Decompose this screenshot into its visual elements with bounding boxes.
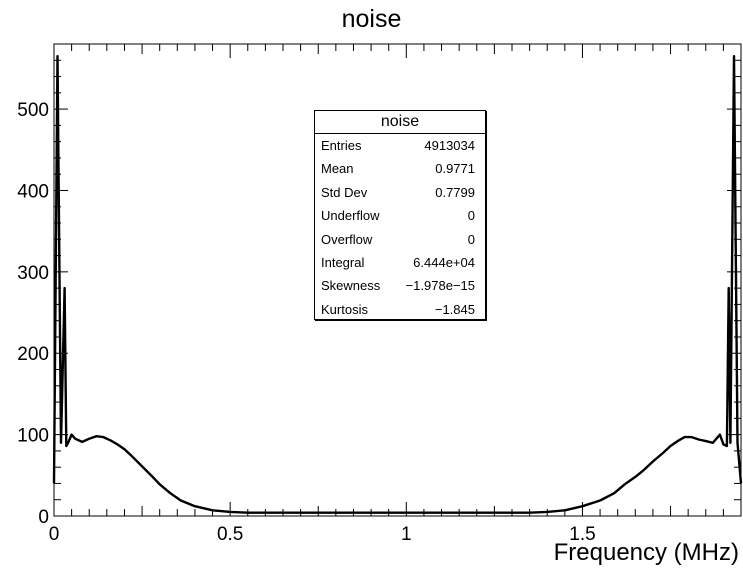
stats-value-mean: 0.9771 <box>435 161 475 177</box>
stats-value-std-dev: 0.7799 <box>435 184 475 200</box>
stats-value-skewness: −1.978e−15 <box>405 278 475 294</box>
stats-row-entries: Entries 4913034 <box>315 134 485 157</box>
y-tick-label: 300 <box>17 263 49 284</box>
stats-value-underflow: 0 <box>467 208 475 224</box>
x-tick-label: 0 <box>49 524 60 545</box>
histogram-line <box>52 55 743 514</box>
x-tick-label: 1 <box>401 524 412 545</box>
stats-value-overflow: 0 <box>467 231 475 247</box>
x-axis-label: Frequency (MHz) <box>553 539 739 566</box>
stats-label-integral: Integral <box>321 254 365 270</box>
stats-label-mean: Mean <box>321 161 354 177</box>
stats-label-kurtosis: Kurtosis <box>321 301 368 317</box>
stats-row-kurtosis: Kurtosis −1.845 <box>315 298 485 321</box>
y-tick-label: 200 <box>17 344 49 365</box>
stats-label-entries: Entries <box>321 138 362 153</box>
x-tick-label: 0.5 <box>217 524 243 545</box>
stats-label-overflow: Overflow <box>321 231 373 247</box>
stats-row-std-dev: Std Dev 0.7799 <box>315 181 485 204</box>
stats-value-entries: 4913034 <box>424 138 475 153</box>
stats-row-integral: Integral 6.444e+04 <box>315 251 485 274</box>
chart-title: noise <box>341 5 402 33</box>
stats-value-kurtosis: −1.845 <box>434 301 475 317</box>
stats-row-underflow: Underflow 0 <box>315 204 485 227</box>
x-tick-label: 1.5 <box>569 524 595 545</box>
y-tick-label: 500 <box>17 100 49 121</box>
stats-box: noise Entries 4913034 Mean 0.9771 Std De… <box>314 110 486 320</box>
y-tick-label: 400 <box>17 181 49 202</box>
stats-label-std-dev: Std Dev <box>321 184 368 200</box>
stats-row-mean: Mean 0.9771 <box>315 157 485 180</box>
plot-frame <box>53 43 742 517</box>
stats-row-overflow: Overflow 0 <box>315 228 485 251</box>
stats-label-underflow: Underflow <box>321 208 380 224</box>
y-tick-label: 0 <box>38 507 49 528</box>
stats-box-title: noise <box>315 111 485 134</box>
y-tick-label: 100 <box>17 426 49 447</box>
stats-label-skewness: Skewness <box>321 278 381 294</box>
stats-value-integral: 6.444e+04 <box>413 254 475 270</box>
stats-row-skewness: Skewness −1.978e−15 <box>315 274 485 297</box>
